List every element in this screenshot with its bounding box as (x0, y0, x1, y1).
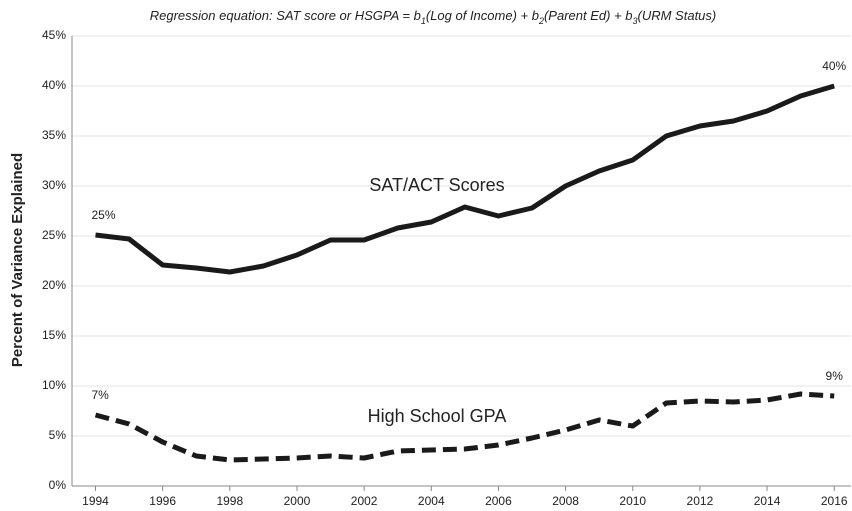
series-line (95, 83, 835, 275)
x-tick-label: 1994 (82, 494, 109, 508)
data-label: 40% (822, 59, 846, 73)
x-tick-label: 2004 (418, 494, 445, 508)
y-tick-label: 35% (42, 128, 66, 142)
x-tick-label: 2002 (351, 494, 378, 508)
y-tick-label: 45% (42, 28, 66, 42)
y-axis-label: Percent of Variance Explained (9, 153, 26, 367)
chart-title: Regression equation: SAT score or HSGPA … (150, 8, 717, 26)
x-tick-label: 2008 (552, 494, 579, 508)
data-label: 25% (92, 208, 116, 222)
y-tick-label: 25% (42, 228, 66, 242)
data-label: 9% (826, 369, 844, 383)
x-tick-label: 2016 (821, 494, 848, 508)
series-name: High School GPA (368, 406, 507, 426)
x-tick-label: 2000 (284, 494, 311, 508)
title-part: (Parent Ed) + b (544, 8, 633, 23)
title-part: 3 (633, 16, 638, 26)
series-name: SAT/ACT Scores (369, 175, 504, 195)
y-tick-label: 15% (42, 328, 66, 342)
x-tick-label: 2014 (754, 494, 781, 508)
title-part: 1 (421, 16, 426, 26)
x-tick-label: 2006 (485, 494, 512, 508)
title-part: Regression equation: SAT score or HSGPA … (150, 8, 421, 23)
x-tick-label: 1998 (216, 494, 243, 508)
y-tick-label: 30% (42, 178, 66, 192)
y-tick-label: 5% (49, 428, 67, 442)
x-tick-label: 1996 (149, 494, 176, 508)
x-tick-label: 2012 (687, 494, 714, 508)
y-tick-label: 20% (42, 278, 66, 292)
series-line (94, 391, 835, 463)
y-tick-label: 40% (42, 78, 66, 92)
x-tick-label: 2010 (619, 494, 646, 508)
title-part: 2 (538, 16, 544, 26)
y-tick-label: 10% (42, 378, 66, 392)
data-label: 7% (92, 388, 110, 402)
y-tick-label: 0% (49, 478, 67, 492)
title-part: (URM Status) (638, 8, 717, 23)
title-part: (Log of Income) + b (426, 8, 539, 23)
